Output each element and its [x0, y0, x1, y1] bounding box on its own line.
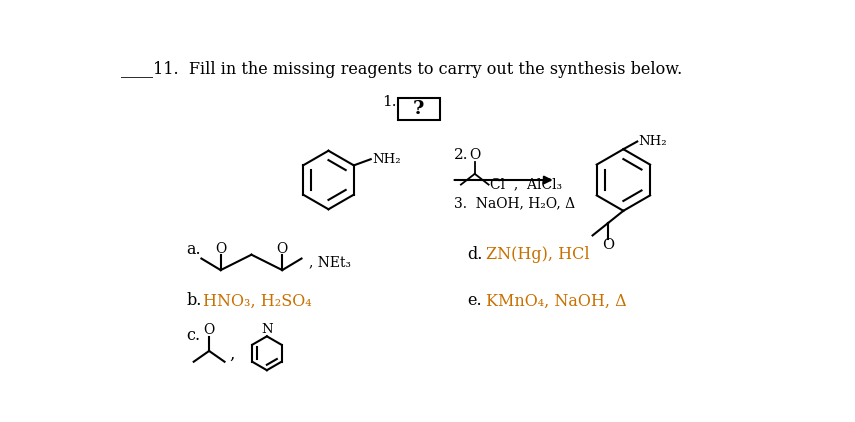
Text: O: O — [215, 241, 227, 256]
Text: ,: , — [229, 346, 235, 363]
Text: HNO₃, H₂SO₄: HNO₃, H₂SO₄ — [203, 292, 311, 309]
Text: O: O — [469, 149, 481, 162]
Text: Cl  ,  AlCl₃: Cl , AlCl₃ — [490, 178, 563, 192]
Text: , NEt₃: , NEt₃ — [310, 255, 351, 269]
Text: KMnO₄, NaOH, Δ: KMnO₄, NaOH, Δ — [486, 292, 627, 309]
Text: d.: d. — [467, 246, 482, 263]
Text: 2.: 2. — [454, 148, 469, 162]
Text: 1.: 1. — [382, 95, 397, 109]
Bar — [398, 98, 440, 120]
Text: ?: ? — [413, 100, 424, 118]
Text: O: O — [602, 238, 614, 252]
Text: ____11.  Fill in the missing reagents to carry out the synthesis below.: ____11. Fill in the missing reagents to … — [121, 61, 681, 78]
Text: O: O — [277, 241, 288, 256]
Text: NH₂: NH₂ — [372, 153, 401, 166]
Text: e.: e. — [467, 292, 481, 309]
Text: b.: b. — [186, 292, 202, 309]
Text: c.: c. — [186, 327, 200, 344]
Text: N: N — [261, 322, 273, 335]
Text: a.: a. — [186, 241, 201, 258]
Text: ZN(Hg), HCl: ZN(Hg), HCl — [486, 246, 590, 263]
Text: NH₂: NH₂ — [639, 135, 668, 148]
Text: O: O — [203, 323, 215, 337]
Text: 3.  NaOH, H₂O, Δ: 3. NaOH, H₂O, Δ — [454, 196, 575, 210]
